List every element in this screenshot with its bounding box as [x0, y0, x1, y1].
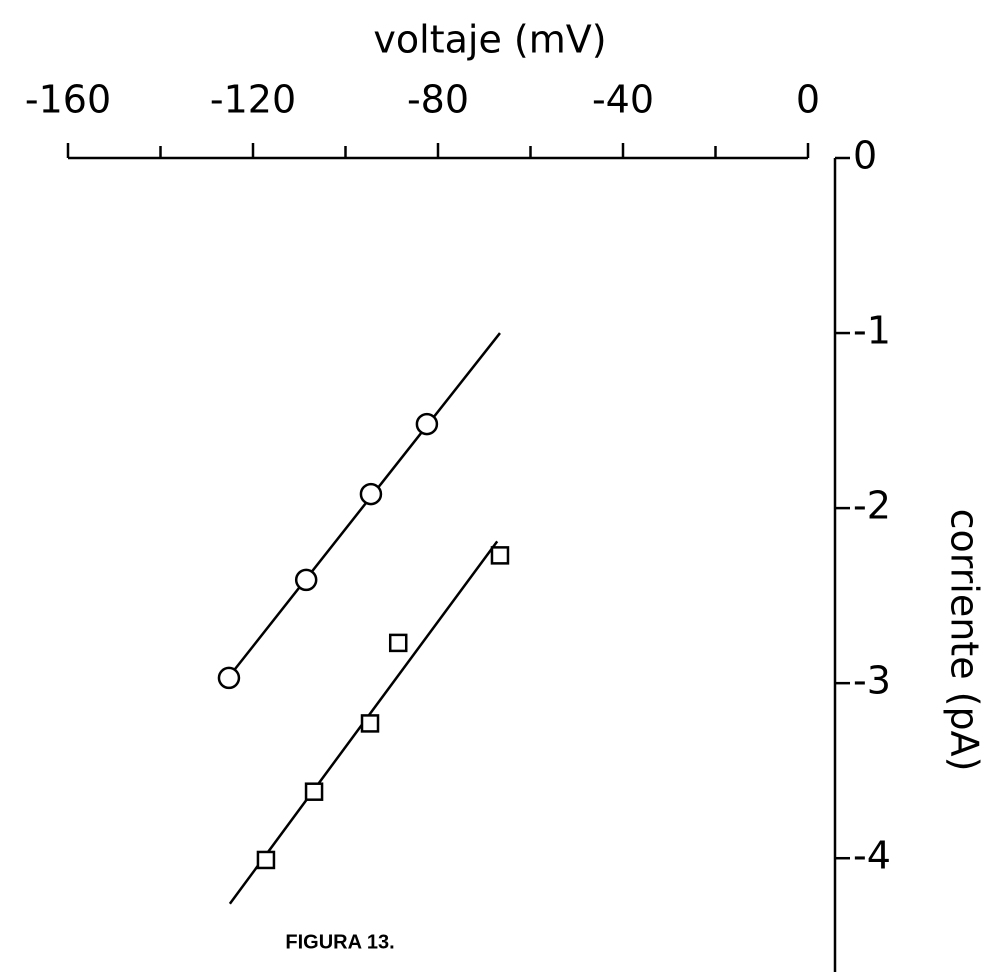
data-point [490, 546, 510, 565]
data-point [359, 482, 383, 506]
y-tick-label: 0 [853, 134, 877, 178]
data-point [256, 850, 276, 870]
x-tick-label: 0 [796, 78, 820, 122]
data-point [360, 714, 380, 733]
x-tick-label: -40 [592, 78, 654, 122]
x-tick-label: -120 [210, 78, 296, 122]
data-point [304, 782, 324, 801]
x-tick-label: -80 [407, 78, 469, 122]
y-tick-label: -2 [853, 484, 891, 528]
x-tick-label: -160 [25, 78, 111, 122]
data-point [217, 666, 241, 690]
y-tick-label: -4 [853, 834, 891, 878]
data-point [388, 633, 408, 653]
y-tick-label: -1 [853, 309, 891, 353]
y-tick-label: -3 [853, 659, 891, 703]
caption: FIGURA 13. [285, 931, 394, 953]
x-axis-title: voltaje (mV) [373, 18, 606, 62]
data-point [415, 412, 439, 436]
data-point [294, 568, 318, 592]
y-axis-title: corriente (pA) [943, 509, 987, 772]
